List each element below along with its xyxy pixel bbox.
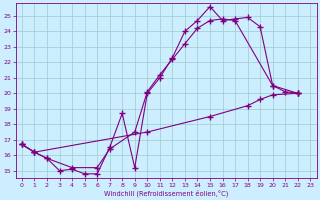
X-axis label: Windchill (Refroidissement éolien,°C): Windchill (Refroidissement éolien,°C) (104, 189, 228, 197)
